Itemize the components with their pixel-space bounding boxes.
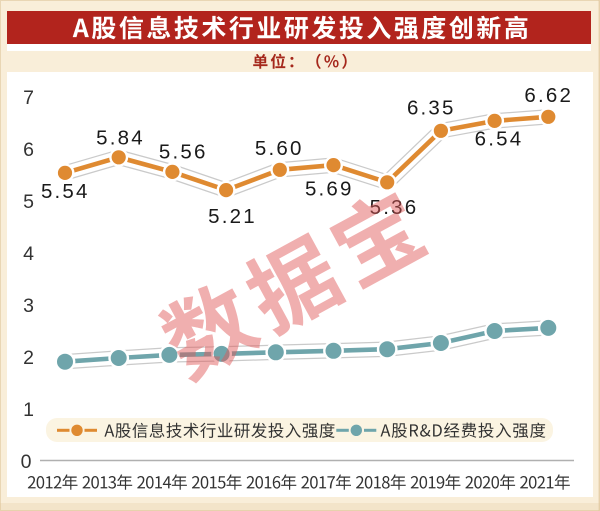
svg-text:6.35: 6.35: [407, 96, 456, 119]
svg-text:5.60: 5.60: [255, 137, 304, 160]
svg-text:4: 4: [23, 243, 34, 265]
svg-text:1: 1: [23, 399, 34, 421]
svg-text:5: 5: [23, 191, 34, 213]
svg-text:5.54: 5.54: [41, 180, 90, 203]
svg-text:0: 0: [21, 451, 32, 473]
svg-text:5.21: 5.21: [208, 205, 257, 228]
svg-text:5.36: 5.36: [370, 196, 419, 219]
svg-text:5.69: 5.69: [305, 178, 354, 201]
svg-text:5.56: 5.56: [159, 141, 208, 164]
svg-text:7: 7: [23, 87, 34, 109]
svg-text:6: 6: [23, 139, 34, 161]
svg-text:2: 2: [23, 347, 34, 369]
svg-text:6.54: 6.54: [475, 128, 524, 151]
svg-text:6.62: 6.62: [524, 84, 573, 107]
svg-text:5.84: 5.84: [96, 127, 145, 150]
svg-text:3: 3: [23, 295, 34, 317]
